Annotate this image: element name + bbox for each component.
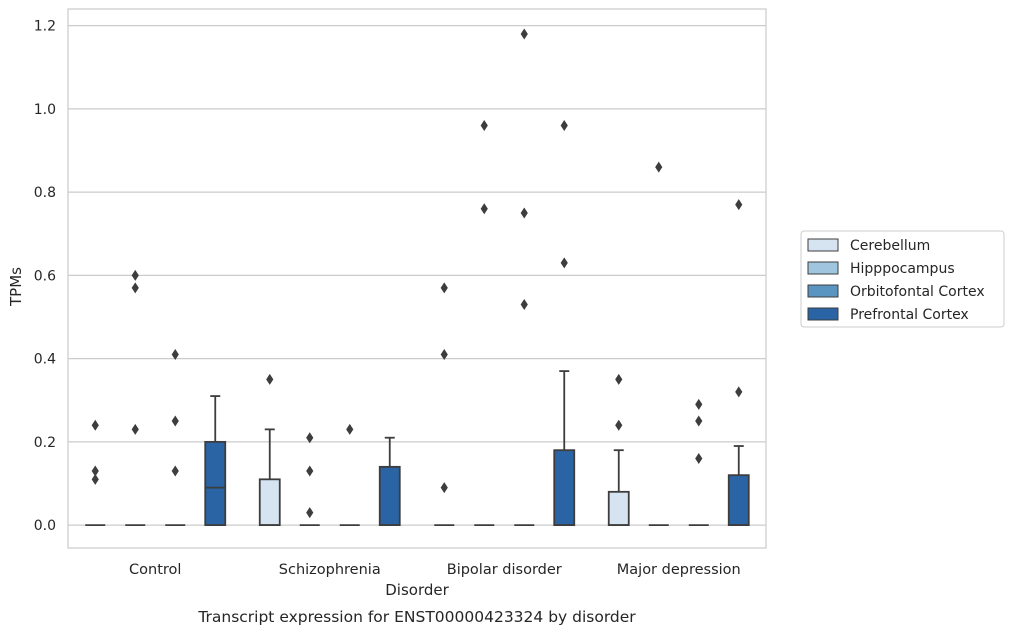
outlier-point [306,432,314,444]
legend-swatch [807,238,839,252]
box [727,474,750,527]
category-group [258,373,401,527]
outlier-point [171,415,179,427]
box [607,490,630,527]
y-tick-label: 0.6 [34,268,56,284]
outlier-point [131,282,139,294]
x-tick-label: Schizophrenia [279,562,381,578]
y-tick-label: 0.4 [34,352,56,368]
outlier-point [266,373,274,385]
outlier-point [695,453,703,465]
outlier-point [171,465,179,477]
outlier-point [346,423,354,435]
outlier-point [91,419,99,431]
legend-swatch [807,284,839,298]
y-tick-label: 1.0 [34,102,56,118]
legend-frame [800,230,1005,328]
outlier-point [615,419,623,431]
outlier-point [306,465,314,477]
outlier-point [480,203,488,215]
y-tick-label: 0.0 [34,518,56,534]
outlier-point [440,482,448,494]
outlier-point [440,282,448,294]
outlier-point [131,423,139,435]
chart-caption: Transcript expression for ENST0000042332… [197,608,636,626]
outlier-point [91,473,99,485]
legend-label: Orbitofontal Cortex [850,284,985,300]
category-group [434,28,576,527]
box [553,449,576,527]
outlier-point [615,373,623,385]
outlier-point [520,28,528,40]
y-axis-label: TPMs [7,267,25,307]
outlier-point [306,507,314,519]
outlier-point [735,199,743,211]
outlier-point [131,269,139,281]
x-tick-label: Bipolar disorder [447,562,562,578]
boxes [85,28,750,527]
grid-lines [68,25,766,526]
outlier-point [735,386,743,398]
x-axis-ticks: Control Schizophrenia Bipolar disorder Majo… [129,562,741,578]
box [258,478,281,527]
y-tick-label: 0.8 [34,185,56,201]
x-tick-label: Major depression [617,562,741,578]
outlier-point [695,398,703,410]
outlier-point [560,120,568,132]
y-tick-label: 0.2 [34,435,56,451]
legend-label: Prefrontal Cortex [850,307,969,323]
category-group [85,269,227,527]
legend-swatch [807,307,839,321]
outlier-point [520,299,528,311]
plot-frame [67,8,767,549]
outlier-point [560,257,568,269]
box [204,440,227,527]
outlier-point [480,120,488,132]
legend: Cerebellum Hipppocampus Orbitofontal Corte… [800,230,1005,328]
outlier-point [520,207,528,219]
outlier-point [91,465,99,477]
legend-swatch [807,261,839,275]
x-tick-label: Control [129,562,181,578]
legend-label: Cerebellum [850,238,930,254]
category-group [607,161,750,527]
box [378,465,401,527]
outlier-point [695,415,703,427]
outlier-point [171,348,179,360]
y-tick-label: 1.2 [34,19,56,35]
legend-label: Hipppocampus [850,261,955,277]
x-axis-label: Disorder [385,581,449,599]
outlier-point [655,161,663,173]
y-axis-ticks: 0.0 0.2 0.4 0.6 0.8 1.0 1.2 [34,19,56,534]
outlier-point [440,348,448,360]
